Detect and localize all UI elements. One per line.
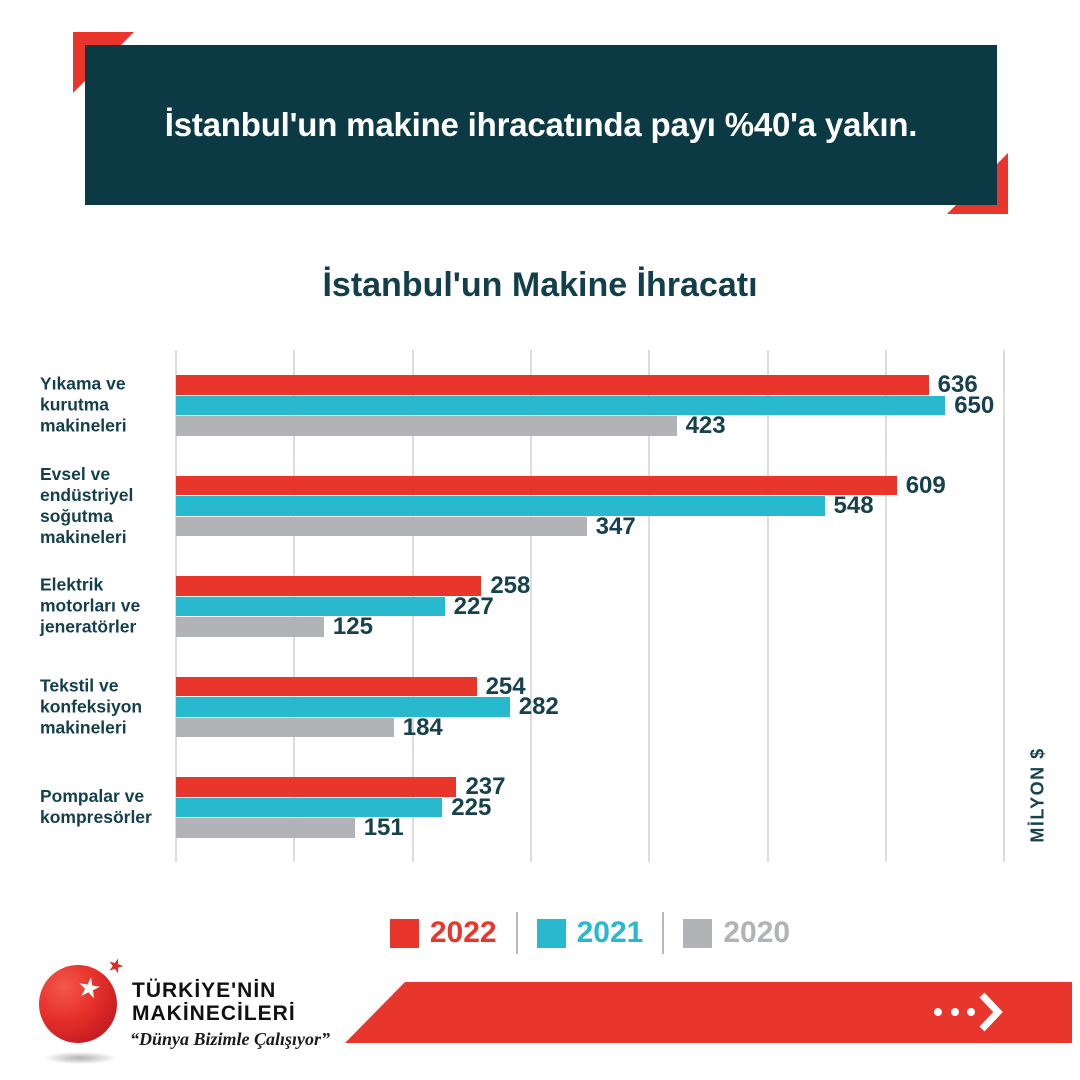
- bar-value-label: 548: [833, 492, 874, 520]
- bar-chart: MİLYON $ Yıkama ve kurutma makineleri Evs…: [0, 350, 1080, 862]
- bar-value-label: 347: [595, 512, 636, 540]
- legend-item-2022: 2022: [389, 916, 497, 950]
- logo-star-white-icon: ★: [74, 971, 104, 1005]
- category-label: Yıkama ve kurutma makineleri: [40, 373, 127, 436]
- bar-value-label: 636: [937, 371, 978, 398]
- legend-swatch-2022: [389, 918, 419, 948]
- gridline: [530, 350, 533, 862]
- legend-item-2020: 2020: [683, 916, 790, 950]
- bar-2022: [176, 475, 897, 496]
- bar-2021: [176, 596, 445, 617]
- bar-value-label: 225: [451, 793, 492, 821]
- logo-tagline: “Dünya Bizimle Çalışıyor”: [130, 1029, 331, 1049]
- gridline: [1003, 350, 1006, 862]
- bar-value-label: 258: [490, 572, 531, 600]
- bar-value-label: 609: [905, 471, 946, 499]
- bar-2020: [176, 717, 394, 738]
- bar-2021: [176, 697, 510, 717]
- legend-separator: [515, 912, 518, 954]
- legend-label-2021: 2021: [576, 916, 644, 949]
- logo-wordmark: TÜRKİYE'NİN MAKİNECİLERİ: [132, 979, 296, 1025]
- footer-ribbon[interactable]: [345, 982, 1072, 1043]
- bar-value-label: 151: [363, 814, 404, 842]
- category-label: Pompalar ve kompresörler: [40, 786, 152, 828]
- axis-unit-label: MİLYON $: [1027, 747, 1048, 843]
- logo-name-line1: TÜRKİYE'NİN: [132, 979, 277, 1002]
- logo-shadow: [44, 1052, 116, 1064]
- ellipsis-chevron-right-icon[interactable]: [925, 991, 1005, 1033]
- category-label: Tekstil ve konfeksiyon makineleri: [40, 675, 143, 738]
- legend-label-2020: 2020: [723, 916, 791, 949]
- legend-item-2021: 2021: [536, 916, 644, 950]
- legend-separator: [662, 912, 665, 954]
- bar-value-label: 227: [453, 592, 494, 620]
- logo-star-red-icon: ★: [104, 953, 127, 980]
- gridline: [885, 350, 888, 862]
- category-label: Evsel ve endüstriyel soğutma makineleri: [40, 463, 134, 547]
- bar-value-label: 184: [402, 713, 443, 741]
- bar-2020: [176, 516, 587, 537]
- bar-2021: [176, 496, 825, 516]
- headline-banner: İstanbul'un makine ihracatında payı %40'…: [85, 45, 997, 205]
- chart-title: İstanbul'un Makine İhracatı: [322, 266, 758, 304]
- logo-name-line2: MAKİNECİLERİ: [132, 1002, 296, 1025]
- bar-value-label: 423: [685, 412, 726, 439]
- logo-sphere: ★: [39, 965, 117, 1043]
- bar-2021: [176, 395, 946, 415]
- chart-legend: 2022 2021 2020: [176, 910, 1004, 956]
- bar-2020: [176, 416, 677, 436]
- gridline: [766, 350, 769, 862]
- bar-value-label: 650: [954, 391, 995, 419]
- legend-swatch-2020: [683, 918, 713, 948]
- bar-2022: [176, 375, 929, 395]
- bar-2021: [176, 797, 443, 818]
- headline-text: İstanbul'un makine ihracatında payı %40'…: [164, 106, 918, 144]
- gridline: [648, 350, 651, 862]
- bar-value-label: 254: [485, 672, 526, 700]
- bar-2020: [176, 818, 355, 838]
- bar-2022: [176, 777, 457, 797]
- bar-value-label: 125: [332, 613, 373, 641]
- bar-value-label: 282: [518, 693, 559, 721]
- legend-swatch-2021: [536, 918, 566, 948]
- bar-2022: [176, 576, 482, 596]
- bar-2020: [176, 617, 324, 637]
- bar-value-label: 237: [465, 773, 506, 801]
- bar-2022: [176, 676, 477, 697]
- legend-label-2022: 2022: [429, 916, 497, 949]
- category-label: Elektrik motorları ve jeneratörler: [40, 574, 141, 637]
